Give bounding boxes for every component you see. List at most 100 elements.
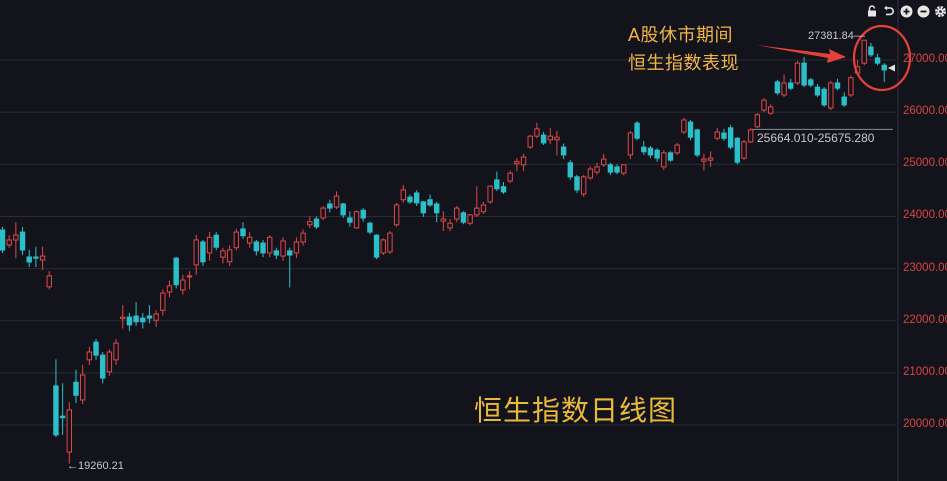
candle <box>881 63 887 82</box>
candle <box>13 222 19 259</box>
candle-body-up <box>520 156 527 166</box>
candle <box>293 237 300 259</box>
candle <box>307 216 313 228</box>
candle-body-down <box>801 62 807 86</box>
candle-body-up <box>447 222 453 229</box>
candle <box>447 219 453 232</box>
candle-body-up <box>13 234 19 241</box>
candle-body-up <box>627 132 634 156</box>
unlock-icon[interactable] <box>865 4 879 18</box>
candle <box>86 346 93 366</box>
candle <box>226 245 233 266</box>
candle <box>367 221 373 235</box>
candle <box>19 226 26 256</box>
candle <box>79 365 86 405</box>
candle <box>206 232 213 261</box>
candle-body-down <box>721 132 727 139</box>
candle <box>681 117 687 135</box>
candle <box>186 271 193 290</box>
candle <box>794 61 801 86</box>
candle-body-down <box>808 79 814 86</box>
candle-body-up <box>86 351 93 361</box>
y-tick-label: 23000.000 <box>903 261 947 274</box>
candle <box>100 352 106 384</box>
gear-icon[interactable] <box>933 4 947 18</box>
candle-body-down <box>881 64 887 71</box>
candle-body-down <box>33 256 39 259</box>
candle <box>340 202 346 219</box>
candle-body-down <box>200 241 206 263</box>
candle <box>93 338 99 360</box>
candle <box>814 84 821 98</box>
undo-icon[interactable] <box>882 4 896 18</box>
candle <box>580 174 587 197</box>
chart-toolbar <box>865 3 947 19</box>
annotation-line-1: A股休市期间 <box>628 25 734 45</box>
candle <box>534 122 540 139</box>
candle <box>126 312 133 332</box>
price-range-label: 25664.010-25675.280 <box>757 131 875 145</box>
candle <box>667 151 674 162</box>
candle <box>173 257 179 289</box>
candle <box>540 131 547 146</box>
candle <box>26 249 32 268</box>
candle-body-down <box>347 217 353 223</box>
candle-body-up <box>747 129 754 143</box>
candle-body-up <box>474 207 480 216</box>
candle-body-up <box>193 239 199 266</box>
candle <box>601 153 607 167</box>
candle-body-down <box>327 203 333 209</box>
candle <box>841 92 847 107</box>
candle-body-up <box>741 141 747 159</box>
candle-body-down <box>567 162 573 178</box>
candle-body-up <box>761 99 767 111</box>
candle-body-down <box>500 186 507 193</box>
candle <box>808 77 814 88</box>
candle <box>634 121 640 141</box>
candle-body-up <box>547 135 553 141</box>
candle-body-up <box>440 218 447 222</box>
candle-body-down <box>647 147 654 156</box>
candle-body-up <box>467 214 473 224</box>
candle <box>727 124 734 150</box>
candle <box>387 231 393 254</box>
candle-body-up <box>206 236 213 254</box>
candle <box>160 289 166 316</box>
candle <box>320 206 326 221</box>
candle-body-down <box>0 229 6 251</box>
candle <box>647 146 654 159</box>
candle <box>714 127 720 141</box>
candle <box>761 98 767 113</box>
candle-body-up <box>707 157 714 161</box>
candle <box>560 143 567 160</box>
candle-body-up <box>293 241 300 254</box>
candle-body-up <box>507 172 513 182</box>
candle-body-up <box>186 275 193 278</box>
candle <box>567 160 573 180</box>
candle <box>0 226 6 253</box>
candle-body-up <box>393 204 400 226</box>
zoom-in-icon[interactable] <box>899 4 913 18</box>
candle-body-down <box>868 46 874 56</box>
candle <box>73 369 79 404</box>
candle <box>554 130 560 156</box>
zoom-out-icon[interactable] <box>916 4 930 18</box>
candle-body-down <box>140 317 146 323</box>
candle-body-up <box>580 176 587 195</box>
candle-body-up <box>300 232 306 243</box>
candle-body-down <box>814 86 821 96</box>
candle <box>327 199 333 213</box>
candle-body-up <box>153 313 159 321</box>
candle <box>701 153 707 171</box>
candle-body-up <box>480 204 487 213</box>
annotation-circle <box>852 24 912 92</box>
candle-body-up <box>848 77 854 96</box>
candle <box>494 171 500 191</box>
candle-body-up <box>661 152 667 168</box>
candle <box>861 39 867 66</box>
candle <box>246 232 253 248</box>
candle-body-up <box>534 128 540 137</box>
candle-body-up <box>754 114 761 128</box>
